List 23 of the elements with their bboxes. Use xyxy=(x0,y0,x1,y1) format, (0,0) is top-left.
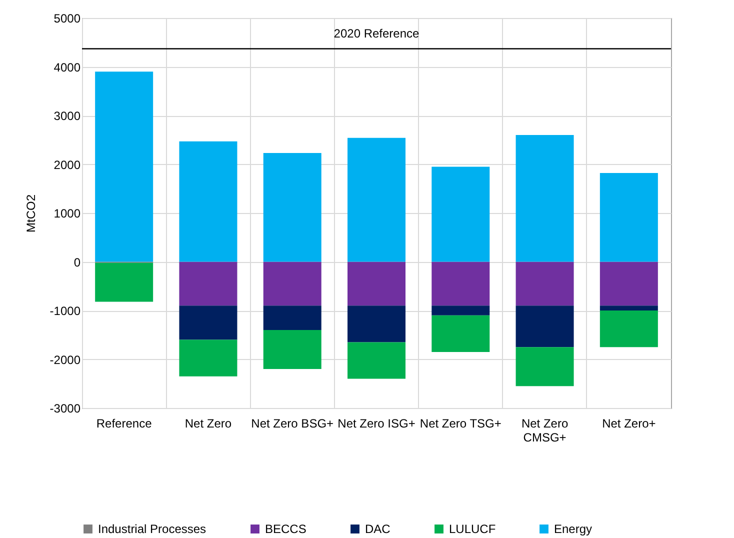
x-tick-label: Net Zero+ xyxy=(602,416,656,430)
y-axis-title: MtCO2 xyxy=(24,194,38,233)
x-tick-label: Net Zero xyxy=(184,416,232,430)
x-tick-label: Net Zero BSG+ xyxy=(251,416,334,430)
y-tick-label: -3000 xyxy=(50,402,81,416)
y-tick-label: 4000 xyxy=(54,60,81,74)
y-tick-label: 1000 xyxy=(54,206,81,220)
x-tick-label: Reference xyxy=(96,416,152,430)
ref-line-label: 2020 Reference xyxy=(334,26,420,41)
legend-label: Industrial Processes xyxy=(98,522,206,536)
legend-label: Energy xyxy=(554,522,592,536)
legend-label: BECCS xyxy=(265,522,306,536)
legend-label: LULUCF xyxy=(449,522,496,536)
x-tick-label: Net Zero TSG+ xyxy=(420,416,502,430)
x-tick-label: Net Zero CMSG+ xyxy=(521,416,568,444)
y-tick-label: 2000 xyxy=(54,158,81,172)
y-tick-label: 5000 xyxy=(54,12,81,26)
x-tick-label: Net Zero ISG+ xyxy=(338,416,416,430)
legend-label: DAC xyxy=(365,522,391,536)
y-tick-label: -1000 xyxy=(50,304,81,318)
y-tick-label: 3000 xyxy=(54,109,81,123)
y-tick-label: 0 xyxy=(74,255,81,270)
y-tick-label: -2000 xyxy=(50,352,81,367)
